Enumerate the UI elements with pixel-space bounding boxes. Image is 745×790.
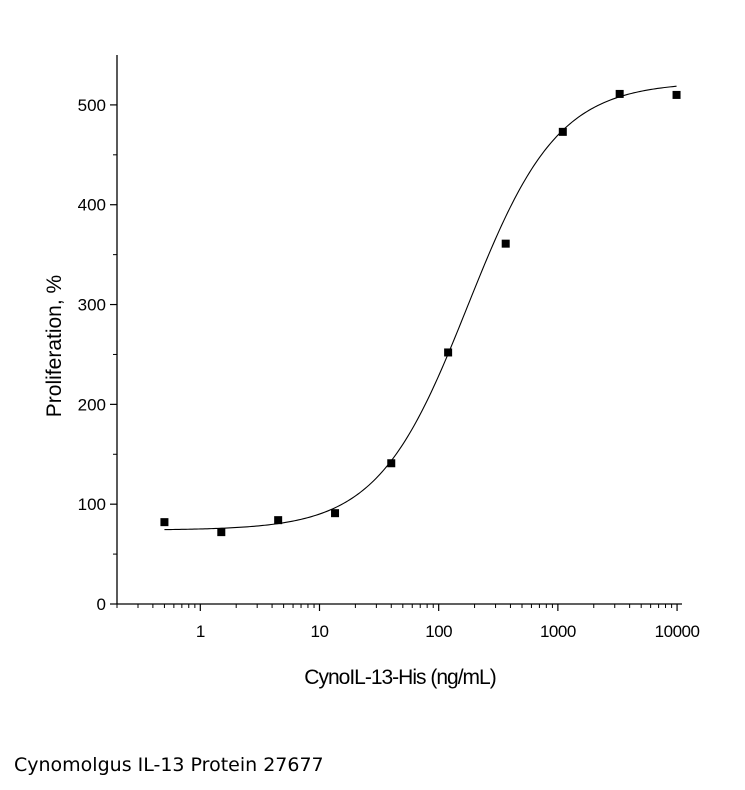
x-tick-labels: 1 10 100 1000 10000 bbox=[196, 622, 700, 641]
x-tick-label: 10000 bbox=[655, 622, 700, 641]
x-tick-label: 10 bbox=[311, 622, 329, 641]
y-tick-label: 500 bbox=[78, 96, 106, 115]
x-tick-label: 1000 bbox=[540, 622, 576, 641]
data-point bbox=[444, 348, 453, 357]
y-axis-title: Proliferation, % bbox=[43, 275, 66, 417]
chart: 0 100 200 300 400 500 1 10 100 1000 10000 CynoIL-… bbox=[43, 55, 700, 689]
x-tick-label: 100 bbox=[425, 622, 452, 641]
data-point bbox=[558, 127, 567, 136]
y-tick-labels: 0 100 200 300 400 500 bbox=[78, 96, 106, 614]
data-point bbox=[672, 90, 681, 99]
data-point bbox=[387, 459, 396, 468]
data-point bbox=[274, 516, 283, 525]
x-tick-label: 1 bbox=[196, 622, 205, 641]
y-tick-marks bbox=[110, 104, 117, 605]
y-axis: 0 100 200 300 400 500 bbox=[78, 55, 118, 614]
data-points bbox=[160, 89, 681, 537]
data-point bbox=[331, 509, 340, 518]
y-tick-label: 400 bbox=[78, 196, 106, 215]
data-point bbox=[217, 528, 226, 537]
x-axis-title: CynoIL-13-His (ng/mL) bbox=[304, 666, 495, 689]
figure-caption: Cynomolgus IL-13 Protein 27677 bbox=[14, 754, 324, 776]
y-tick-label: 0 bbox=[97, 595, 106, 614]
x-tick-marks bbox=[116, 604, 678, 611]
data-point bbox=[501, 239, 510, 248]
data-point bbox=[615, 89, 624, 98]
fit-curve bbox=[164, 85, 677, 531]
y-tick-label: 200 bbox=[78, 395, 106, 414]
y-tick-label: 300 bbox=[78, 296, 106, 315]
x-axis: 1 10 100 1000 10000 bbox=[116, 603, 700, 641]
y-tick-label: 100 bbox=[78, 495, 106, 514]
data-point bbox=[160, 518, 169, 527]
